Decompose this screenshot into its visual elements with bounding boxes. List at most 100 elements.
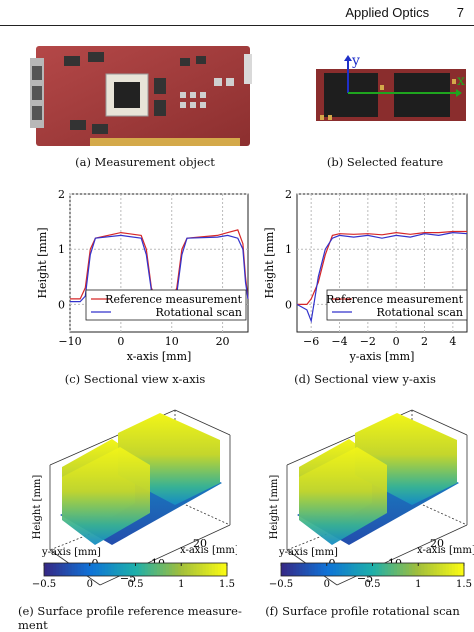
- surface-reference: 0−51020Height [mm]y-axis [mm]x-axis [mm]…: [32, 409, 237, 590]
- x-tick-label: 20: [430, 537, 444, 550]
- colorbar-cell: [290, 563, 294, 576]
- z-axis-label: Height [mm]: [269, 475, 280, 540]
- colorbar-cell: [126, 563, 130, 576]
- colorbar-cell: [457, 563, 462, 576]
- colorbar-cell: [83, 563, 88, 576]
- y-axis-label: y-axis [mm]: [278, 547, 338, 558]
- colorbar-cell: [153, 563, 158, 576]
- colorbar-cell: [114, 563, 118, 576]
- y-axis-label: Height [mm]: [263, 227, 276, 298]
- colorbar-cell: [147, 563, 152, 576]
- colorbar-cell: [169, 563, 173, 576]
- colorbar-cell: [427, 563, 431, 576]
- colorbar-cell: [181, 563, 185, 576]
- y-tick-label: 0: [285, 298, 292, 311]
- colorbar-cell: [439, 563, 444, 576]
- axis-edge: [411, 409, 468, 436]
- colorbar-cell: [108, 563, 112, 576]
- colorbar-cell: [166, 563, 170, 576]
- y-tick-label: 2: [58, 188, 65, 201]
- colorbar-cell: [172, 563, 176, 576]
- colorbar-cell: [71, 563, 75, 576]
- colorbar-cell: [384, 563, 389, 576]
- colorbar-cell: [326, 563, 331, 576]
- colorbar-cell: [190, 563, 194, 576]
- colorbar-tick-label: 1.5: [219, 579, 235, 590]
- y-axis-label: y-axis [mm]: [41, 547, 101, 558]
- colorbar-cell: [80, 563, 85, 576]
- x-axis-label: x-axis [mm]: [417, 545, 474, 556]
- colorbar-cell: [193, 563, 197, 576]
- colorbar-cell: [406, 563, 410, 576]
- colorbar-cell: [329, 563, 334, 576]
- colorbar-cell: [144, 563, 149, 576]
- colorbar-cell: [187, 563, 191, 576]
- z-axis-label: Height [mm]: [32, 475, 43, 540]
- colorbar-cell: [175, 563, 179, 576]
- colorbar-cell: [302, 563, 306, 576]
- caption-e-line2: ment: [18, 618, 48, 632]
- colorbar-cell: [372, 563, 377, 576]
- colorbar-cell: [117, 563, 121, 576]
- colorbar-cell: [442, 563, 447, 576]
- colorbar-cell: [348, 563, 352, 576]
- colorbar-cell: [390, 563, 395, 576]
- colorbar-cell: [98, 563, 103, 576]
- colorbar-cell: [205, 563, 210, 576]
- colorbar-cell: [101, 563, 106, 576]
- colorbar-cell: [317, 563, 322, 576]
- colorbar-cell: [308, 563, 312, 576]
- colorbar-cell: [59, 563, 63, 576]
- colorbar-cell: [56, 563, 60, 576]
- x-tick-label: 4: [449, 335, 456, 348]
- colorbar-cell: [299, 563, 303, 576]
- colorbar-cell: [375, 563, 380, 576]
- axis-edge: [286, 499, 413, 551]
- colorbar-cell: [135, 563, 140, 576]
- colorbar-cell: [74, 563, 79, 576]
- x-tick-label: −6: [303, 335, 319, 348]
- colorbar-cell: [363, 563, 367, 576]
- colorbar-cell: [284, 563, 288, 576]
- colorbar-cell: [360, 563, 364, 576]
- colorbar-cell: [202, 563, 207, 576]
- legend-box: [85, 289, 247, 321]
- y-tick-label: 0: [58, 298, 65, 311]
- colorbar-cell: [65, 563, 69, 576]
- colorbar-cell: [296, 563, 300, 576]
- x-tick-label: −2: [360, 335, 376, 348]
- colorbar-cell: [50, 563, 54, 576]
- gpu-die: [114, 82, 140, 108]
- x-tick-label: 20: [216, 335, 230, 348]
- colorbar-cell: [105, 563, 109, 576]
- colorbar-cell: [314, 563, 319, 576]
- colorbar-cell: [357, 563, 361, 576]
- colorbar-cell: [178, 563, 182, 576]
- y-tick-label: 1: [285, 243, 292, 256]
- colorbar-cell: [323, 563, 328, 576]
- colorbar-cell: [311, 563, 316, 576]
- colorbar-cell: [111, 563, 115, 576]
- colorbar-cell: [129, 563, 133, 576]
- colorbar-cell: [156, 563, 161, 576]
- colorbar-cell: [53, 563, 57, 576]
- colorbar-cell: [305, 563, 309, 576]
- colorbar-cell: [424, 563, 428, 576]
- colorbar-cell: [454, 563, 459, 576]
- colorbar-cell: [220, 563, 225, 576]
- colorbar-cell: [208, 563, 213, 576]
- colorbar-cell: [217, 563, 222, 576]
- colorbar-cell: [403, 563, 407, 576]
- ridge-front: [299, 447, 387, 545]
- colorbar-cell: [159, 563, 164, 576]
- colorbar-cell: [460, 563, 465, 576]
- ridge-front: [62, 447, 150, 545]
- caption-f: (f) Surface profile rotational scan: [265, 604, 460, 618]
- page-number: 7: [456, 5, 464, 20]
- colorbar-cell: [378, 563, 383, 576]
- selected-feature-image: y x: [310, 53, 470, 123]
- colorbar-cell: [62, 563, 66, 576]
- legend-label-0: Reference measurement: [326, 293, 463, 306]
- legend-label-1: Rotational scan: [376, 306, 463, 319]
- colorbar-tick-label: 0.5: [128, 579, 144, 590]
